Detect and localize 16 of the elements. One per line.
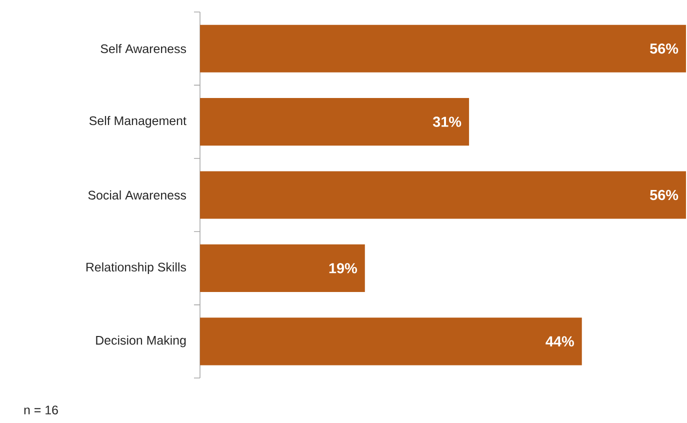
data-label: 56% [650,43,678,54]
bar [200,24,686,72]
data-label: 19% [329,263,357,274]
data-label: 56% [650,190,678,200]
data-label: 31% [432,116,462,127]
data-label: 44% [546,336,574,346]
bar [200,244,365,292]
text: n = 16 [24,406,58,414]
bar [200,98,470,146]
y-tick-label: Social Awareness [88,190,186,200]
y-tick-label: Self Management [89,116,186,128]
bar [200,318,582,366]
y-tick-label: Self Awareness [100,44,186,54]
bar [200,171,686,219]
y-tick-label: Decision Making [96,336,186,348]
y-tick-label: Relationship Skills [86,262,186,274]
